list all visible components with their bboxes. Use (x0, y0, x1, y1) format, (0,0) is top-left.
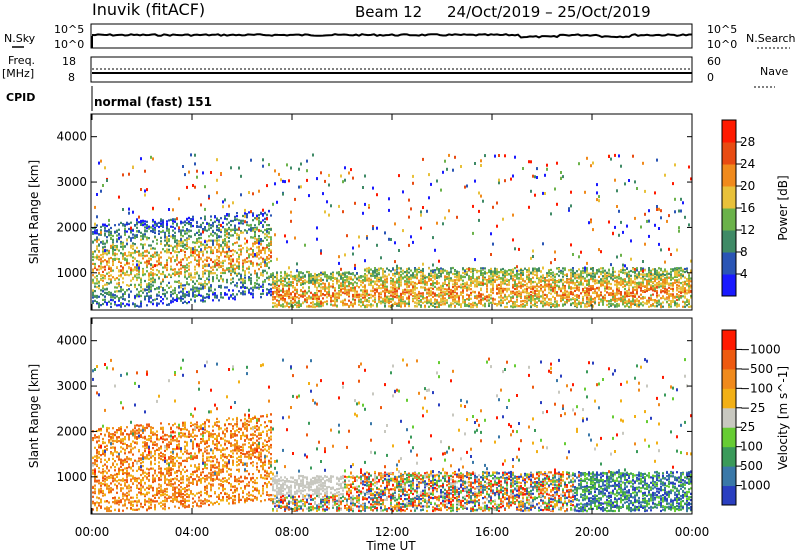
freq-strip: Freq. [MHz] 18 8 60 0 Nave (2, 54, 788, 88)
y-tick-label: 2000 (56, 424, 87, 438)
station-title: Inuvik (fitACF) (92, 0, 205, 19)
y-tick-label: 3000 (56, 379, 87, 393)
colorbar-tick-label: 28 (740, 135, 755, 149)
colorbar-tick-label: 12 (740, 223, 755, 237)
x-tick-label: 04:00 (175, 525, 210, 539)
x-tick-label: 12:00 (375, 525, 410, 539)
freq-hi: 18 (62, 55, 76, 68)
colorbar-tick-label: 100 (740, 440, 763, 454)
colorbar-swatch (722, 407, 736, 428)
x-tick-label: 08:00 (275, 525, 310, 539)
colorbar-tick-label: 500 (740, 459, 763, 473)
nsky-series (91, 33, 692, 39)
x-tick-label: 20:00 (575, 525, 610, 539)
nave-label: Nave (760, 65, 788, 78)
beam-label: Beam 12 (355, 3, 422, 21)
colorbar-tick-label: −1000 (740, 342, 781, 356)
date-range: 24/Oct/2019 – 25/Oct/2019 (447, 3, 651, 21)
colorbar-swatch (722, 349, 736, 370)
colorbar-swatch (722, 252, 736, 275)
y-tick-label: 1000 (56, 266, 87, 280)
colorbar-tick-label: 16 (740, 201, 755, 215)
colorbar-tick-label: 8 (740, 245, 748, 259)
nsky-label: N.Sky (4, 32, 36, 45)
colorbar-swatch (722, 274, 736, 297)
freq-lo: 8 (68, 71, 75, 84)
colorbar-tick-label: 25 (740, 420, 755, 434)
colorbar-swatch (722, 142, 736, 165)
power-panel: 1000 2000 3000 4000 Slant Range [km] (27, 113, 693, 311)
nsky-hi: 10^5 (54, 23, 84, 36)
colorbar-swatch (722, 388, 736, 409)
colorbar-tick-label: −100 (740, 381, 773, 395)
power-colorbar: 4 8 12 16 20 24 28 Power [dB] (721, 119, 790, 297)
nave-lo: 0 (707, 71, 714, 84)
freq-label: Freq. (8, 54, 35, 67)
time-axis: 00:00 04:00 08:00 12:00 16:00 20:00 00:00 (75, 525, 710, 539)
colorbar-tick-label: 20 (740, 179, 755, 193)
x-tick-label: 00:00 (75, 525, 110, 539)
cpid-label: CPID (6, 91, 35, 104)
colorbar-swatch (722, 164, 736, 187)
y-tick-label: 4000 (56, 130, 87, 144)
velocity-colorbar: 1000 500 100 25 −25 −100 −500 −1000 Velocity [m… (721, 329, 790, 506)
cpid-text: normal (fast) 151 (94, 95, 212, 109)
power-ylabel: Slant Range [km] (27, 160, 41, 264)
nave-hi: 60 (707, 55, 721, 68)
velocity-data (92, 357, 692, 513)
colorbar-swatch (722, 230, 736, 253)
y-tick-label: 3000 (56, 175, 87, 189)
x-axis-label: Time UT (365, 539, 416, 553)
velocity-colorbar-label: Velocity [m s^-1] (776, 366, 790, 470)
nsearch-label: N.Search (746, 32, 796, 45)
colorbar-swatch (722, 120, 736, 143)
colorbar-swatch (722, 368, 736, 389)
colorbar-tick-label: 1000 (740, 479, 771, 493)
nsearch-lo: 10^0 (707, 38, 737, 51)
colorbar-tick-label: −500 (740, 362, 773, 376)
colorbar-tick-label: −25 (740, 401, 765, 415)
freq-unit: [MHz] (2, 67, 34, 80)
colorbar-tick-label: 24 (740, 157, 755, 171)
y-tick-label: 4000 (56, 334, 87, 348)
colorbar-swatch (722, 446, 736, 467)
power-colorbar-label: Power [dB] (776, 175, 790, 240)
y-tick-label: 2000 (56, 220, 87, 234)
nsearch-hi: 10^5 (707, 23, 737, 36)
x-tick-label: 00:00 (675, 525, 710, 539)
nsky-lo: 10^0 (54, 38, 84, 51)
colorbar-swatch (722, 466, 736, 487)
colorbar-tick-label: 4 (740, 267, 748, 281)
velocity-ylabel: Slant Range [km] (27, 364, 41, 468)
nsky-strip: N.Sky 10^5 10^0 10^5 10^0 N.Search (4, 23, 796, 51)
y-tick-label: 1000 (56, 470, 87, 484)
colorbar-swatch (722, 427, 736, 448)
velocity-panel: 1000 2000 3000 4000 Slant Range [km] (27, 317, 693, 515)
colorbar-swatch (722, 485, 736, 506)
colorbar-swatch (722, 330, 736, 350)
colorbar-swatch (722, 186, 736, 209)
power-data (92, 153, 692, 309)
colorbar-swatch (722, 208, 736, 231)
x-tick-label: 16:00 (475, 525, 510, 539)
